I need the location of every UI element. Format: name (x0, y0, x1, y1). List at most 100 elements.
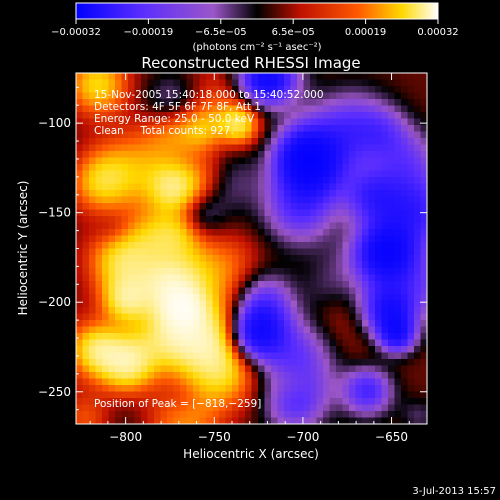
heatmap-cell (355, 294, 363, 302)
heatmap-cell (414, 255, 422, 263)
heatmap-cell (95, 404, 103, 412)
heatmap-cell (362, 229, 370, 237)
heatmap-cell (414, 157, 422, 165)
heatmap-cell (310, 307, 318, 315)
heatmap-cell (206, 144, 214, 152)
heatmap-cell (420, 391, 427, 399)
heatmap (76, 73, 427, 424)
heatmap-cell (271, 385, 279, 393)
heatmap-cell (336, 235, 344, 243)
heatmap-cell (245, 339, 253, 347)
heatmap-cell (303, 105, 311, 113)
heatmap-cell (355, 326, 363, 334)
heatmap-cell (82, 248, 90, 256)
heatmap-cell (355, 300, 363, 308)
heatmap-cell (232, 229, 240, 237)
heatmap-cell (407, 151, 415, 159)
heatmap-cell (375, 242, 383, 250)
heatmap-cell (193, 294, 201, 302)
heatmap-cell (407, 372, 415, 380)
heatmap-cell (212, 73, 220, 81)
heatmap-cell (264, 222, 272, 230)
heatmap-cell (407, 131, 415, 139)
heatmap-cell (121, 313, 129, 321)
heatmap-cell (121, 359, 129, 367)
heatmap-cell (232, 118, 240, 126)
heatmap-cell (277, 73, 285, 81)
heatmap-cell (323, 385, 331, 393)
heatmap-cell (193, 300, 201, 308)
heatmap-cell (420, 138, 427, 146)
heatmap-cell (225, 164, 233, 172)
heatmap-cell (232, 404, 240, 412)
heatmap-cell (128, 209, 136, 217)
heatmap-cell (394, 86, 402, 94)
heatmap-cell (310, 255, 318, 263)
heatmap-cell (160, 242, 168, 250)
heatmap-cell (134, 209, 142, 217)
heatmap-cell (95, 417, 103, 424)
heatmap-cell (277, 385, 285, 393)
heatmap-cell (381, 320, 389, 328)
heatmap-cell (95, 86, 103, 94)
heatmap-cell (258, 339, 266, 347)
heatmap-cell (388, 86, 396, 94)
heatmap-cell (76, 125, 84, 133)
heatmap-cell (89, 248, 97, 256)
heatmap-cell (76, 359, 84, 367)
heatmap-cell (82, 157, 90, 165)
heatmap-cell (277, 294, 285, 302)
heatmap-cell (368, 125, 376, 133)
heatmap-cell (323, 255, 331, 263)
heatmap-cell (173, 300, 181, 308)
heatmap-cell (277, 411, 285, 419)
heatmap-cell (362, 346, 370, 354)
heatmap-cell (414, 99, 422, 107)
heatmap-cell (219, 170, 227, 178)
heatmap-cell (297, 170, 305, 178)
heatmap-cell (336, 229, 344, 237)
heatmap-cell (238, 261, 246, 269)
heatmap-cell (212, 307, 220, 315)
heatmap-cell (329, 248, 337, 256)
heatmap-cell (180, 417, 188, 424)
heatmap-cell (245, 300, 253, 308)
heatmap-cell (329, 417, 337, 424)
heatmap-cell (329, 209, 337, 217)
heatmap-cell (336, 391, 344, 399)
heatmap-cell (141, 183, 149, 191)
heatmap-cell (115, 177, 123, 185)
heatmap-cell (128, 339, 136, 347)
heatmap-cell (329, 326, 337, 334)
heatmap-cell (290, 73, 298, 81)
heatmap-cell (212, 248, 220, 256)
heatmap-cell (290, 222, 298, 230)
heatmap-cell (186, 131, 194, 139)
heatmap-cell (76, 346, 84, 354)
heatmap-cell (206, 372, 214, 380)
heatmap-cell (329, 281, 337, 289)
heatmap-cell (232, 326, 240, 334)
heatmap-cell (342, 398, 350, 406)
heatmap-cell (89, 151, 97, 159)
heatmap-cell (89, 118, 97, 126)
heatmap-cell (89, 125, 97, 133)
heatmap-cell (342, 92, 350, 100)
heatmap-cell (89, 255, 97, 263)
heatmap-cell (89, 138, 97, 146)
heatmap-cell (336, 372, 344, 380)
heatmap-cell (173, 294, 181, 302)
heatmap-cell (323, 307, 331, 315)
heatmap-cell (264, 203, 272, 211)
heatmap-cell (102, 242, 110, 250)
heatmap-cell (102, 222, 110, 230)
heatmap-cell (180, 352, 188, 360)
heatmap-cell (388, 99, 396, 107)
heatmap-cell (102, 255, 110, 263)
heatmap-cell (407, 248, 415, 256)
heatmap-cell (180, 274, 188, 282)
heatmap-cell (95, 105, 103, 113)
heatmap-cell (407, 86, 415, 94)
heatmap-cell (173, 248, 181, 256)
heatmap-cell (238, 372, 246, 380)
